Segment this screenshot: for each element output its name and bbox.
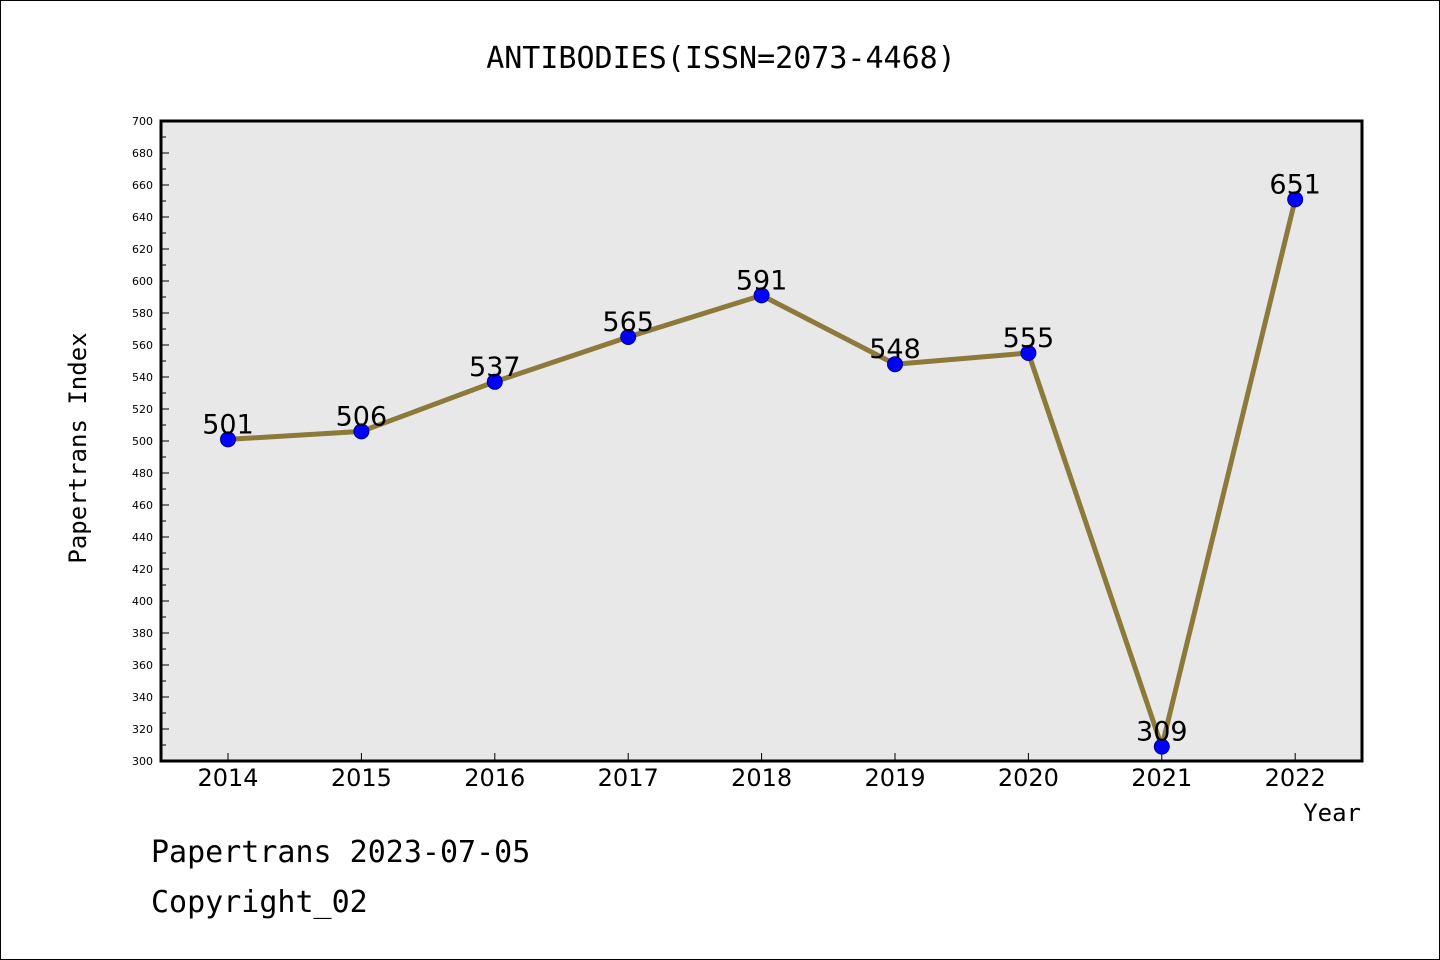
- y-tick-label: 540: [132, 371, 153, 384]
- data-label: 548: [869, 334, 921, 365]
- data-point: [1020, 345, 1037, 361]
- x-tick-label: 2014: [197, 764, 258, 792]
- x-tick-label: 2022: [1265, 764, 1326, 792]
- x-tick-label: 2020: [998, 764, 1059, 792]
- y-tick-label: 440: [132, 531, 153, 544]
- y-tick-label: 680: [132, 147, 153, 160]
- x-tick-label: 2016: [464, 764, 525, 792]
- footer-date-text: Papertrans 2023-07-05: [151, 835, 531, 870]
- y-tick-label: 600: [132, 275, 153, 288]
- y-tick-label: 460: [132, 499, 153, 512]
- chart-title: ANTIBODIES(ISSN=2073-4468): [486, 41, 956, 76]
- y-tick-label: 700: [132, 115, 153, 128]
- plot-area: 300 320 340 360 380 400 420 440 460 480 500 520 540 5…: [132, 115, 1364, 792]
- y-tick-label: 660: [132, 179, 153, 192]
- data-point: [753, 287, 770, 304]
- footer-copyright-text: Copyright_02: [151, 885, 368, 920]
- y-axis-label: Papertrans Index: [64, 332, 92, 563]
- data-point: [620, 329, 637, 345]
- data-label: 565: [602, 307, 654, 338]
- y-tick-label: 520: [132, 403, 153, 416]
- y-tick-label: 340: [132, 691, 153, 704]
- data-label: 537: [469, 352, 521, 383]
- y-tick-label: 400: [132, 595, 153, 608]
- y-tick-label: 620: [132, 243, 153, 256]
- x-axis-label: Year: [1303, 799, 1361, 827]
- y-tick-label: 500: [132, 435, 153, 448]
- plot-background: [161, 121, 1362, 761]
- data-label: 501: [202, 409, 254, 440]
- y-tick-label: 320: [132, 723, 153, 736]
- data-label: 651: [1269, 169, 1321, 200]
- data-point: [353, 423, 370, 440]
- x-tick-label: 2019: [864, 764, 925, 792]
- data-label: 506: [336, 401, 388, 432]
- y-tick-label: 640: [132, 211, 153, 224]
- x-tick-label: 2018: [731, 764, 792, 792]
- x-tick-label: 2015: [331, 764, 392, 792]
- y-tick-label: 480: [132, 467, 153, 480]
- y-tick-label: 420: [132, 563, 153, 576]
- y-tick-label: 360: [132, 659, 153, 672]
- x-tick-label: 2021: [1131, 764, 1192, 792]
- data-point: [887, 356, 903, 373]
- x-tick-label: 2017: [598, 764, 659, 792]
- data-label: 309: [1136, 717, 1188, 748]
- data-point: [220, 431, 236, 448]
- y-tick-label: 580: [132, 307, 153, 320]
- data-label: 555: [1003, 323, 1055, 354]
- y-tick-label: 380: [132, 627, 153, 640]
- data-point: [1287, 191, 1304, 208]
- data-label: 591: [736, 265, 788, 296]
- data-point: [486, 373, 503, 390]
- y-tick-label: 300: [132, 755, 153, 768]
- data-point: [1153, 738, 1170, 755]
- y-tick-label: 560: [132, 339, 153, 352]
